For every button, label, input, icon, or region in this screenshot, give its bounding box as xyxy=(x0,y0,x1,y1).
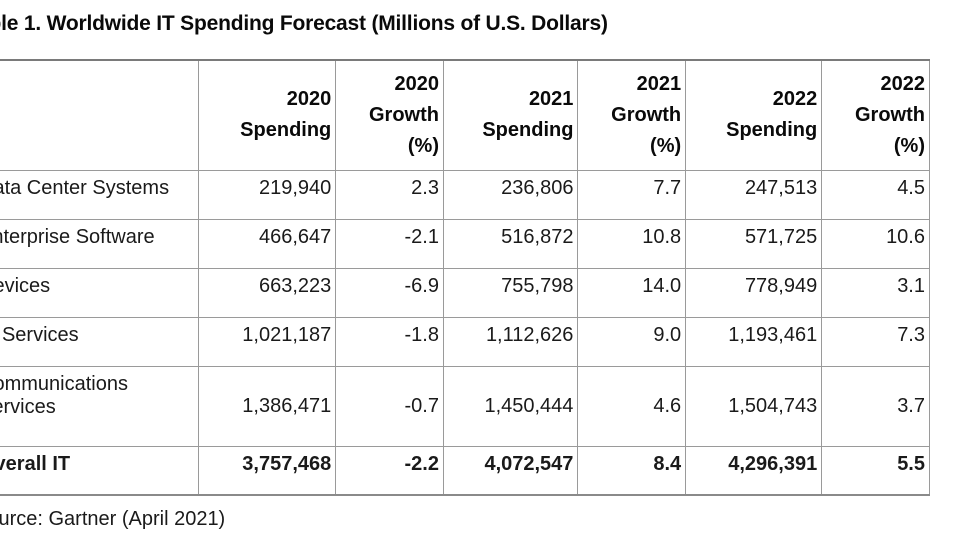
cell-2021-spending: 755,798 xyxy=(442,267,579,318)
cell-2022-spending: 571,725 xyxy=(685,218,823,269)
total-2021-growth: 8.4 xyxy=(577,445,687,496)
row-label: Data Center Systems xyxy=(0,169,199,220)
header-row: 2020 Spending 2020 Growth (%) 2021 Spend… xyxy=(0,59,930,171)
cell-2021-growth: 14.0 xyxy=(577,267,687,318)
header-2021-spending: 2021 Spending xyxy=(442,59,579,171)
cell-2021-growth: 9.0 xyxy=(577,316,687,367)
cell-2022-growth: 3.7 xyxy=(821,365,930,447)
header-2022-spending: 2022 Spending xyxy=(685,59,823,171)
table-row: Enterprise Software 466,647 -2.1 516,872… xyxy=(0,218,930,269)
header-2022-growth: 2022 Growth (%) xyxy=(821,59,930,171)
cell-2020-spending: 466,647 xyxy=(197,218,337,269)
cell-2021-spending: 236,806 xyxy=(442,169,579,220)
cell-2021-spending: 1,450,444 xyxy=(442,365,579,447)
cell-2020-growth: -6.9 xyxy=(335,267,444,318)
cell-2022-spending: 1,504,743 xyxy=(685,365,823,447)
cell-2022-spending: 1,193,461 xyxy=(685,316,823,367)
header-2020-spending: 2020 Spending xyxy=(197,59,337,171)
total-label: Overall IT xyxy=(0,445,199,496)
total-2022-growth: 5.5 xyxy=(821,445,930,496)
total-2020-growth: -2.2 xyxy=(335,445,444,496)
header-2020-growth: 2020 Growth (%) xyxy=(335,59,444,171)
cell-2020-spending: 1,386,471 xyxy=(197,365,337,447)
cell-2022-spending: 778,949 xyxy=(685,267,823,318)
cell-2021-growth: 7.7 xyxy=(577,169,687,220)
cell-2020-growth: 2.3 xyxy=(335,169,444,220)
total-2020-spending: 3,757,468 xyxy=(197,445,337,496)
table-row: Data Center Systems 219,940 2.3 236,806 … xyxy=(0,169,930,220)
cell-2021-spending: 1,112,626 xyxy=(442,316,579,367)
cell-2021-growth: 10.8 xyxy=(577,218,687,269)
cell-2022-growth: 3.1 xyxy=(821,267,930,318)
cell-2020-spending: 219,940 xyxy=(197,169,337,220)
source-note: Source: Gartner (April 2021) xyxy=(0,508,226,530)
cell-2020-spending: 663,223 xyxy=(197,267,337,318)
row-label: Enterprise Software xyxy=(0,218,199,269)
header-blank xyxy=(0,59,199,171)
cell-2022-spending: 247,513 xyxy=(685,169,823,220)
table-row: Communications Services 1,386,471 -0.7 1… xyxy=(0,365,930,447)
cell-2020-growth: -0.7 xyxy=(335,365,444,447)
cell-2022-growth: 4.5 xyxy=(821,169,930,220)
cell-2020-growth: -2.1 xyxy=(335,218,444,269)
cell-2022-growth: 10.6 xyxy=(821,218,930,269)
table-row: IT Services 1,021,187 -1.8 1,112,626 9.0… xyxy=(0,316,930,367)
cell-2021-spending: 516,872 xyxy=(442,218,579,269)
row-label: Communications Services xyxy=(0,365,199,447)
header-2021-growth: 2021 Growth (%) xyxy=(577,59,687,171)
cell-2020-spending: 1,021,187 xyxy=(197,316,337,367)
total-row: Overall IT 3,757,468 -2.2 4,072,547 8.4 … xyxy=(0,445,930,496)
row-label: IT Services xyxy=(0,316,199,367)
cell-2022-growth: 7.3 xyxy=(821,316,930,367)
spending-table: 2020 Spending 2020 Growth (%) 2021 Spend… xyxy=(0,59,930,496)
row-label: Devices xyxy=(0,267,199,318)
total-2022-spending: 4,296,391 xyxy=(685,445,823,496)
cell-2021-growth: 4.6 xyxy=(577,365,687,447)
table-title: Table 1. Worldwide IT Spending Forecast … xyxy=(0,12,608,35)
cell-2020-growth: -1.8 xyxy=(335,316,444,367)
table-row: Devices 663,223 -6.9 755,798 14.0 778,94… xyxy=(0,267,930,318)
total-2021-spending: 4,072,547 xyxy=(442,445,579,496)
